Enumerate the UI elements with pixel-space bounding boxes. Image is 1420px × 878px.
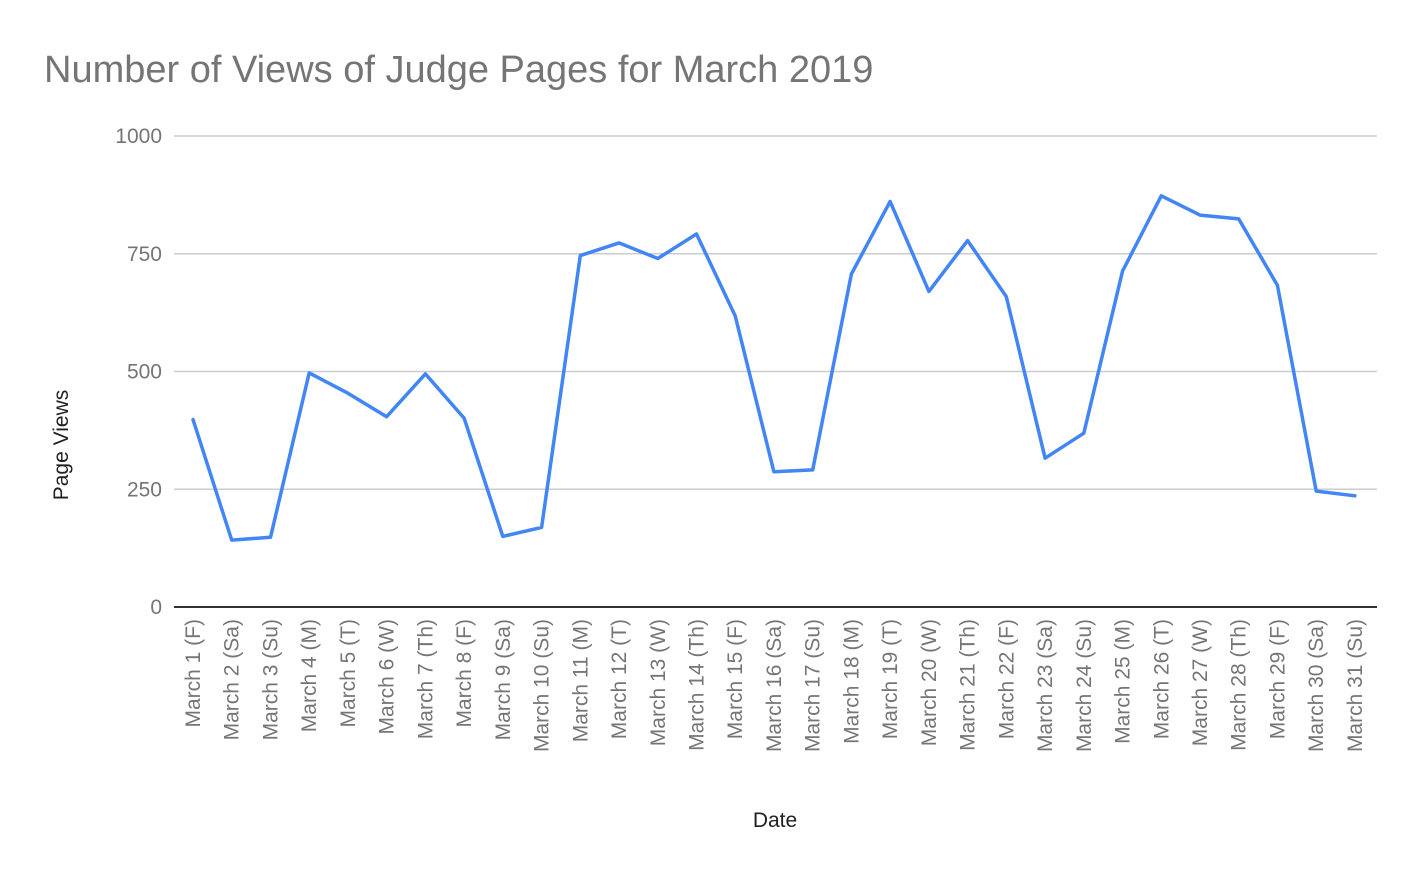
y-tick-label: 750 bbox=[127, 243, 162, 266]
x-tick-label: March 1 (F) bbox=[182, 619, 205, 728]
x-tick-label: March 7 (Th) bbox=[414, 619, 437, 739]
x-tick-label: March 11 (M) bbox=[569, 619, 592, 742]
x-tick-label: March 28 (Th) bbox=[1228, 619, 1251, 751]
x-tick-label: March 27 (W) bbox=[1189, 619, 1212, 746]
x-tick-label: March 9 (Sa) bbox=[492, 619, 515, 740]
x-tick-label: March 13 (W) bbox=[647, 619, 670, 746]
gridlines bbox=[174, 135, 1377, 490]
x-tick-label: March 16 (Sa) bbox=[763, 619, 786, 752]
x-tick-label: March 24 (Su) bbox=[1073, 619, 1096, 752]
x-axis-label: Date bbox=[753, 809, 797, 832]
x-tick-label: March 8 (F) bbox=[453, 619, 476, 728]
x-tick-label: March 21 (Th) bbox=[957, 619, 980, 751]
x-tick-label: March 15 (F) bbox=[724, 619, 747, 739]
series-layer bbox=[191, 194, 1357, 542]
x-tick-label: March 17 (Su) bbox=[802, 619, 825, 752]
x-tick-label: March 2 (Sa) bbox=[221, 619, 244, 740]
x-tick-label: March 14 (Th) bbox=[685, 619, 708, 751]
x-tick-label: March 22 (F) bbox=[995, 619, 1018, 739]
x-tick-label: March 31 (Su) bbox=[1344, 619, 1367, 752]
x-tick-label: March 19 (T) bbox=[879, 619, 902, 739]
x-tick-label: March 6 (W) bbox=[376, 619, 399, 735]
x-tick-label: March 18 (M) bbox=[840, 619, 863, 744]
y-axis-label: Page Views bbox=[50, 390, 73, 501]
x-tick-label: March 12 (T) bbox=[608, 619, 631, 739]
x-tick-label: March 29 (F) bbox=[1266, 619, 1289, 739]
x-tick-label: March 5 (T) bbox=[337, 619, 360, 728]
y-tick-label: 250 bbox=[127, 478, 162, 501]
y-axis-ticks: 0 250 500 750 1000 bbox=[115, 125, 162, 619]
x-axis-ticks: March 1 (F) March 2 (Sa) March 3 (Su) March… bbox=[182, 619, 1367, 752]
y-tick-label: 0 bbox=[150, 596, 162, 619]
x-tick-label: March 26 (T) bbox=[1150, 619, 1173, 739]
x-tick-label: March 3 (Su) bbox=[259, 619, 282, 740]
x-tick-label: March 20 (W) bbox=[918, 619, 941, 746]
x-tick-label: March 30 (Sa) bbox=[1305, 619, 1328, 752]
x-tick-label: March 23 (Sa) bbox=[1034, 619, 1057, 752]
x-tick-label: March 25 (M) bbox=[1112, 619, 1135, 744]
x-tick-label: March 10 (Su) bbox=[531, 619, 554, 752]
chart-title: Number of Views of Judge Pages for March… bbox=[44, 49, 873, 91]
series-line bbox=[191, 194, 1357, 542]
y-tick-label: 500 bbox=[127, 361, 162, 384]
y-tick-label: 1000 bbox=[115, 125, 162, 148]
x-tick-label: March 4 (M) bbox=[298, 619, 321, 732]
